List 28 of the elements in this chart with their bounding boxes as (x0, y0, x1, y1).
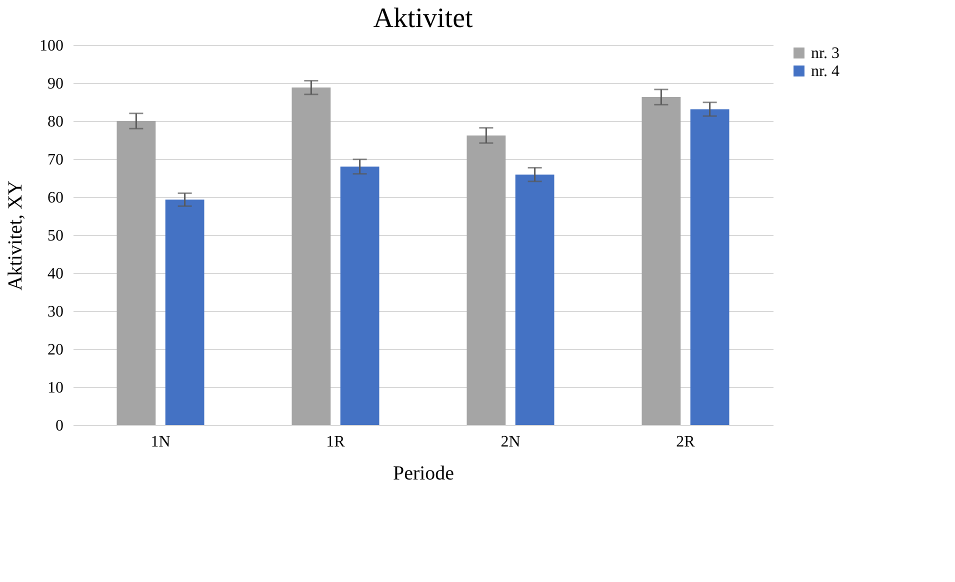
y-axis-title: Aktivitet, XY (4, 180, 26, 290)
chart-title: Aktivitet (373, 3, 473, 34)
y-tick-label: 90 (48, 76, 64, 92)
y-tick-label: 100 (40, 38, 64, 54)
bar (116, 121, 156, 425)
bar (165, 200, 204, 425)
x-tick-label: 1N (150, 434, 171, 450)
y-tick-label: 60 (48, 190, 64, 206)
x-tick-label: 2R (676, 434, 696, 450)
x-tick-label: 2N (500, 434, 521, 450)
x-axis-title: Periode (392, 462, 454, 484)
y-tick-label: 40 (48, 266, 64, 282)
legend-label: nr. 4 (811, 63, 840, 80)
x-tick-label: 1R (326, 434, 346, 450)
y-tick-label: 70 (48, 152, 64, 168)
y-tick-label: 0 (56, 418, 64, 434)
bar (642, 97, 681, 425)
bar (515, 174, 554, 425)
bar (292, 88, 331, 425)
bar (340, 166, 380, 425)
bar (690, 109, 730, 425)
y-tick-label: 80 (48, 114, 64, 130)
y-tick-label: 20 (48, 342, 64, 358)
y-tick-label: 50 (48, 228, 64, 244)
y-tick-label: 30 (48, 304, 64, 320)
y-tick-label: 10 (48, 380, 64, 396)
legend-label: nr. 3 (811, 45, 840, 62)
bar (466, 135, 506, 425)
